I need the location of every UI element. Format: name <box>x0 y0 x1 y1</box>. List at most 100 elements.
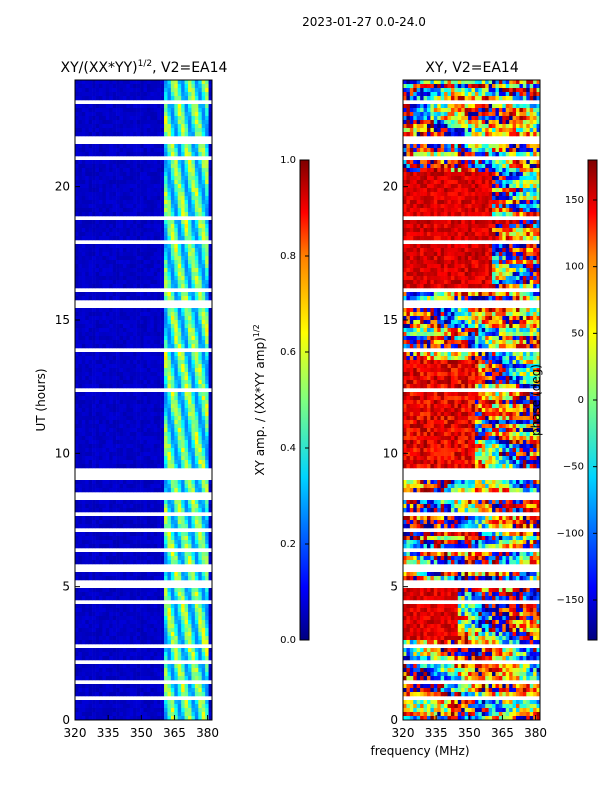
heatmap-cell <box>188 252 192 257</box>
heatmap-cell <box>153 88 158 93</box>
heatmap-cell <box>105 420 110 425</box>
heatmap-cell <box>174 284 179 289</box>
heatmap-cell <box>109 372 113 377</box>
heatmap-cell <box>177 500 182 505</box>
heatmap-cell <box>184 144 189 149</box>
heatmap-cell <box>95 212 100 217</box>
heatmap-cell <box>150 316 155 321</box>
heatmap-cell <box>92 104 96 109</box>
heatmap-cell <box>102 536 107 541</box>
heatmap-cell <box>105 116 110 121</box>
heatmap-cell <box>81 628 86 633</box>
heatmap-cell <box>170 372 175 377</box>
heatmap-cell <box>136 576 141 581</box>
heatmap-cell <box>102 316 107 321</box>
heatmap-cell <box>177 104 182 109</box>
heatmap-cell <box>153 532 158 537</box>
heatmap-cell <box>85 84 89 89</box>
heatmap-cell <box>119 432 124 437</box>
heatmap-cell <box>116 396 120 401</box>
heatmap-cell <box>157 540 161 545</box>
heatmap-cell <box>85 640 89 645</box>
heatmap-cell <box>88 120 93 125</box>
heatmap-cell <box>140 176 144 181</box>
heatmap-cell <box>85 188 89 193</box>
heatmap-cell <box>170 676 175 681</box>
heatmap-cell <box>174 508 179 513</box>
heatmap-cell <box>160 376 165 381</box>
heatmap-cell <box>98 488 103 493</box>
heatmap-cell <box>92 92 96 97</box>
heatmap-cell <box>102 452 107 457</box>
heatmap-cell <box>157 228 161 233</box>
heatmap-cell <box>208 612 213 617</box>
heatmap-cell <box>188 500 192 505</box>
heatmap-cell <box>88 524 93 529</box>
heatmap-cell <box>177 332 182 337</box>
heatmap-cell <box>170 176 175 181</box>
heatmap-cell <box>146 172 151 177</box>
heatmap-cell <box>122 356 127 361</box>
heatmap-cell <box>92 312 96 317</box>
heatmap-cell <box>81 372 86 377</box>
heatmap-cell <box>201 172 206 177</box>
heatmap-cell <box>105 328 110 333</box>
heatmap-cell <box>85 336 89 341</box>
heatmap-cell <box>164 516 168 521</box>
heatmap-cell <box>109 220 113 225</box>
heatmap-cell <box>78 116 83 121</box>
heatmap-cell <box>129 124 134 129</box>
heatmap-cell <box>119 272 124 277</box>
heatmap-cell <box>208 576 213 581</box>
heatmap-cell <box>129 464 134 469</box>
heatmap-cell <box>140 616 144 621</box>
heatmap-cell <box>88 552 93 557</box>
heatmap-cell <box>88 392 93 397</box>
heatmap-cell <box>116 452 120 457</box>
heatmap-cell <box>191 616 196 621</box>
heatmap-cell <box>153 540 158 545</box>
heatmap-cell <box>184 632 189 637</box>
heatmap-cell <box>81 320 86 325</box>
heatmap-cell <box>181 456 185 461</box>
heatmap-cell <box>201 652 206 657</box>
heatmap-cell <box>81 484 86 489</box>
heatmap-cell <box>119 456 124 461</box>
heatmap-cell <box>150 428 155 433</box>
heatmap-cell <box>157 112 161 117</box>
heatmap-cell <box>98 392 103 397</box>
heatmap-cell <box>177 212 182 217</box>
heatmap-cell <box>177 204 182 209</box>
heatmap-cell <box>78 336 83 341</box>
heatmap-cell <box>81 336 86 341</box>
heatmap-cell <box>78 484 83 489</box>
heatmap-cell <box>81 228 86 233</box>
heatmap-cell <box>205 648 209 653</box>
heatmap-cell <box>167 196 172 201</box>
heatmap-cell <box>167 104 172 109</box>
heatmap-cell <box>160 164 165 169</box>
heatmap-cell <box>88 432 93 437</box>
heatmap-cell <box>170 620 175 625</box>
heatmap-cell <box>198 628 203 633</box>
heatmap-cell <box>136 400 141 405</box>
heatmap-cell <box>102 332 107 337</box>
heatmap-cell <box>78 648 83 653</box>
heatmap-cell <box>150 308 155 313</box>
heatmap-cell <box>140 312 144 317</box>
heatmap-cell <box>164 96 168 101</box>
heatmap-cell <box>102 108 107 113</box>
heatmap-cell <box>150 268 155 273</box>
heatmap-cell <box>157 484 161 489</box>
heatmap-cell <box>174 268 179 273</box>
heatmap-cell <box>150 108 155 113</box>
heatmap-cell <box>160 236 165 241</box>
heatmap-cell <box>122 128 127 133</box>
heatmap-cell <box>109 264 113 269</box>
heatmap-cell <box>119 148 124 153</box>
heatmap-cell <box>188 284 192 289</box>
heatmap-cell <box>75 296 79 301</box>
heatmap-cell <box>153 560 158 565</box>
heatmap-cell <box>184 176 189 181</box>
heatmap-cell <box>160 360 165 365</box>
